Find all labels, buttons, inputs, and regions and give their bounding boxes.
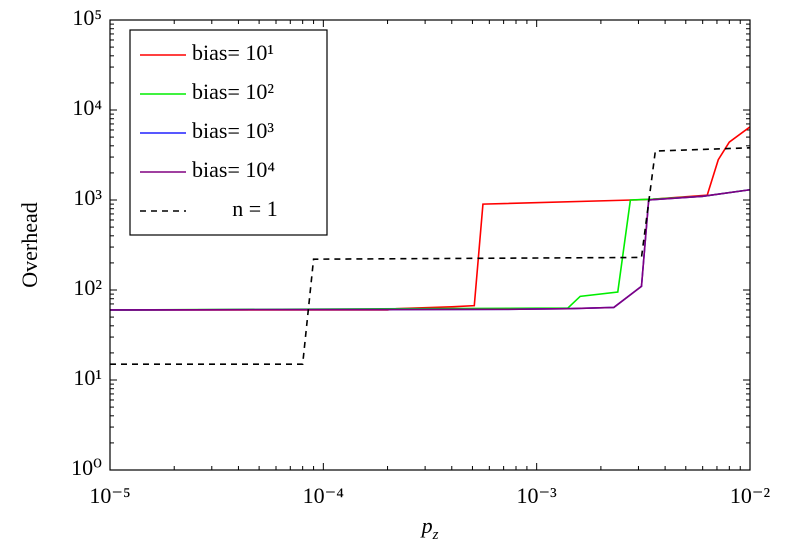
x-tick-label: 10⁻⁴	[303, 483, 345, 508]
legend-label: bias= 10⁴	[192, 157, 275, 182]
x-tick-label: 10⁻³	[517, 483, 558, 508]
legend-label: bias= 10¹	[192, 40, 274, 65]
y-tick-label: 10⁵	[72, 5, 102, 30]
line-series	[109, 188, 751, 311]
plot-frame	[109, 19, 751, 471]
legend-label: bias= 10²	[192, 79, 274, 104]
y-axis-label: Overhead	[17, 202, 42, 288]
x-tick-label: 10⁻⁵	[89, 483, 130, 508]
x-tick-label: 10⁻²	[730, 483, 771, 508]
y-tick-label: 10⁰	[71, 455, 102, 480]
line-series	[110, 147, 751, 365]
legend-label: bias= 10³	[192, 118, 274, 143]
x-axis-label-main: p	[420, 513, 433, 538]
y-tick-label: 10³	[73, 185, 102, 210]
y-tick-label: 10⁴	[72, 95, 102, 120]
legend-label: n = 1	[232, 196, 277, 221]
y-tick-label: 10¹	[73, 365, 102, 390]
x-axis-label-sub: z	[432, 527, 439, 543]
x-axis-label: pz	[420, 513, 439, 543]
y-tick-label: 10²	[73, 275, 102, 300]
